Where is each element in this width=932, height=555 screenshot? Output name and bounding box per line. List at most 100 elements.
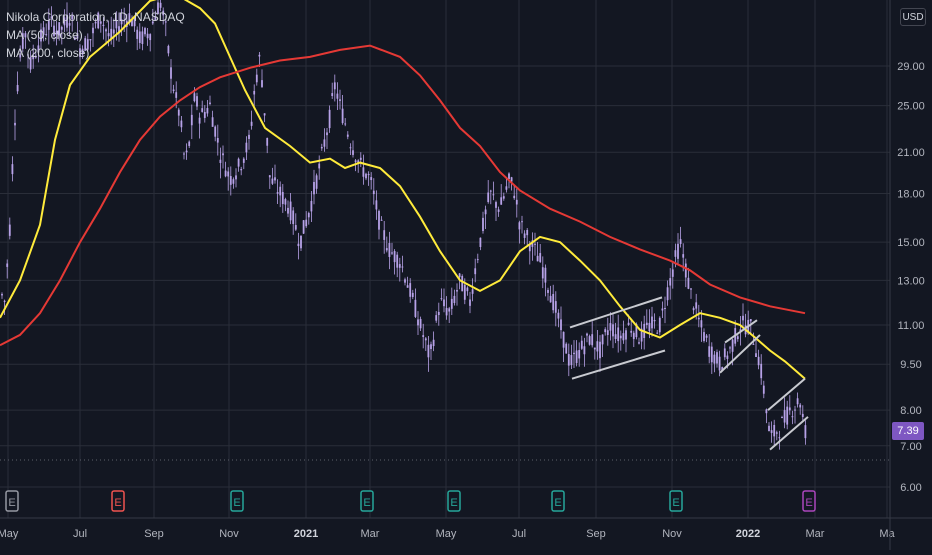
candle-body — [726, 355, 729, 359]
candle-body — [370, 177, 373, 181]
candle-body — [552, 294, 555, 311]
candle-body — [196, 96, 198, 107]
candle-body — [622, 333, 625, 341]
x-tick-label: 2022 — [736, 528, 760, 540]
candle-body — [131, 19, 133, 27]
candle-body — [653, 319, 656, 322]
candle-body — [458, 273, 461, 278]
candle-body — [84, 38, 87, 51]
candle-body — [149, 34, 152, 41]
candle-body — [146, 33, 149, 39]
candle-body — [713, 354, 716, 364]
candle-body — [411, 292, 414, 297]
candle-body — [609, 323, 612, 331]
earnings-marker[interactable] — [802, 490, 816, 512]
candle-body — [705, 335, 708, 338]
earnings-marker[interactable] — [551, 490, 565, 512]
candle-body — [781, 417, 783, 419]
candle-body — [445, 307, 448, 316]
channel-trendline — [719, 334, 761, 374]
candle-body — [50, 16, 53, 18]
candle-body — [102, 24, 105, 27]
x-tick-label: Sep — [144, 528, 164, 540]
candle-body — [3, 300, 6, 302]
channel-trendline — [769, 416, 809, 451]
candle-body — [339, 99, 341, 101]
candle-body — [573, 352, 575, 355]
candle-body — [424, 338, 427, 341]
candle-body — [422, 335, 425, 338]
candle-body — [94, 21, 97, 24]
candle-body — [450, 298, 453, 309]
y-tick-label: 29.00 — [897, 61, 925, 73]
candle-body — [289, 201, 292, 221]
candle-body — [32, 55, 35, 60]
candle-body — [630, 330, 633, 333]
candle-body — [471, 289, 474, 294]
candle-body — [8, 224, 11, 236]
channel-trendline — [571, 349, 666, 380]
candle-body — [263, 113, 266, 116]
candle-body — [307, 213, 310, 218]
earnings-marker[interactable] — [447, 490, 461, 512]
y-tick-label: 6.00 — [900, 482, 921, 494]
candle-body — [497, 209, 500, 212]
candle-body — [352, 150, 354, 155]
candle-body — [401, 266, 404, 268]
candle-body — [664, 307, 666, 309]
y-tick-label: 21.00 — [897, 147, 925, 159]
candle-body — [151, 21, 154, 24]
candle-body — [593, 347, 596, 350]
y-tick-label: 18.00 — [897, 188, 925, 200]
candle-body — [417, 319, 419, 326]
x-tick-label: 2021 — [294, 528, 318, 540]
candle-body — [378, 210, 380, 230]
candle-body — [170, 67, 172, 79]
candle-body — [406, 285, 409, 288]
candle-body — [320, 146, 323, 149]
candle-body — [214, 126, 217, 137]
candle-body — [68, 23, 71, 26]
ma200-line — [0, 44, 806, 347]
earnings-marker[interactable] — [360, 490, 374, 512]
candle-body — [235, 175, 237, 180]
candle-body — [357, 160, 360, 164]
candle-body — [515, 199, 518, 205]
candle-body — [567, 354, 570, 366]
candle-body — [570, 355, 573, 366]
x-tick-label: Nov — [219, 528, 239, 540]
legend-ma200: MA (200, close) — [6, 46, 90, 60]
x-tick-label: Mar — [806, 528, 825, 540]
candle-body — [240, 169, 243, 171]
legend-ma50: MA (50, close) — [6, 28, 83, 42]
candle-body — [73, 37, 76, 40]
candle-body — [310, 200, 313, 212]
candle-body — [731, 339, 734, 352]
candle-body — [380, 219, 383, 221]
candle-body — [502, 196, 505, 199]
candle-body — [157, 2, 159, 15]
candle-body — [34, 55, 37, 58]
currency-button[interactable]: USD — [900, 8, 926, 26]
candle-body — [580, 340, 583, 349]
candle-body — [791, 416, 794, 418]
earnings-marker[interactable] — [111, 490, 125, 512]
candle-body — [268, 175, 271, 178]
earnings-marker[interactable] — [669, 490, 683, 512]
earnings-marker[interactable] — [5, 490, 19, 512]
candle-body — [40, 29, 42, 42]
candle-body — [128, 13, 131, 23]
candle-body — [617, 327, 620, 342]
earnings-marker[interactable] — [230, 490, 244, 512]
candle-body — [549, 295, 552, 303]
candle-body — [487, 192, 490, 203]
candle-body — [432, 339, 435, 347]
candle-body — [466, 287, 469, 292]
earnings-marker-label: E — [805, 497, 812, 509]
candle-body — [505, 186, 508, 190]
y-tick-label: 8.00 — [900, 405, 921, 417]
candle-body — [710, 346, 713, 363]
candle-body — [206, 108, 209, 114]
